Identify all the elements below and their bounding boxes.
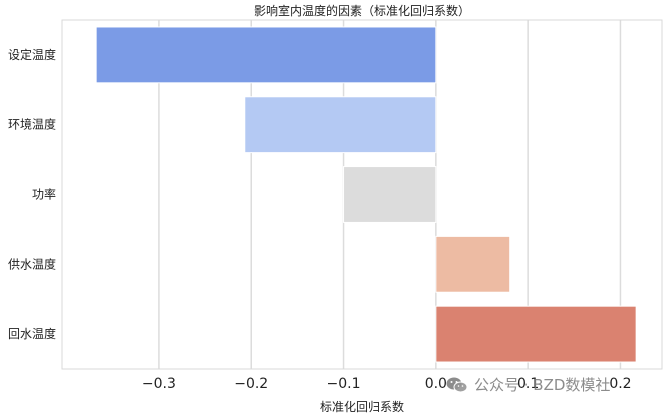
bar [435,235,511,293]
bar-layer [95,26,637,363]
plot-frame [61,19,663,370]
x-tick-label: 0.0 [425,376,447,392]
x-tick-label: −0.2 [234,376,268,392]
category-label: 环境温度 [8,117,56,132]
watermark-text: 公众号 · BZD数模社 [474,376,611,394]
x-tick-label: 0.1 [517,376,539,392]
wechat-icon [446,377,468,392]
watermark: 公众号 · BZD数模社 [446,374,610,395]
x-axis-label: 标准化回归系数 [320,399,404,414]
category-label: 功率 [32,187,56,202]
bar [435,305,637,363]
category-label: 供水温度 [8,256,56,271]
bar [343,166,437,223]
bar [95,26,437,84]
x-tick-label: 0.2 [609,376,631,392]
x-tick-label: −0.1 [327,376,361,392]
x-tick-labels: −0.3 −0.2 −0.1 0.0 0.1 0.2 [142,376,632,392]
bar [244,96,437,154]
category-label: 回水温度 [8,326,56,341]
category-label: 设定温度 [8,47,56,62]
x-tick-label: −0.3 [142,376,176,392]
chart-title: 影响室内温度的因素（标准化回归系数） [254,3,470,18]
